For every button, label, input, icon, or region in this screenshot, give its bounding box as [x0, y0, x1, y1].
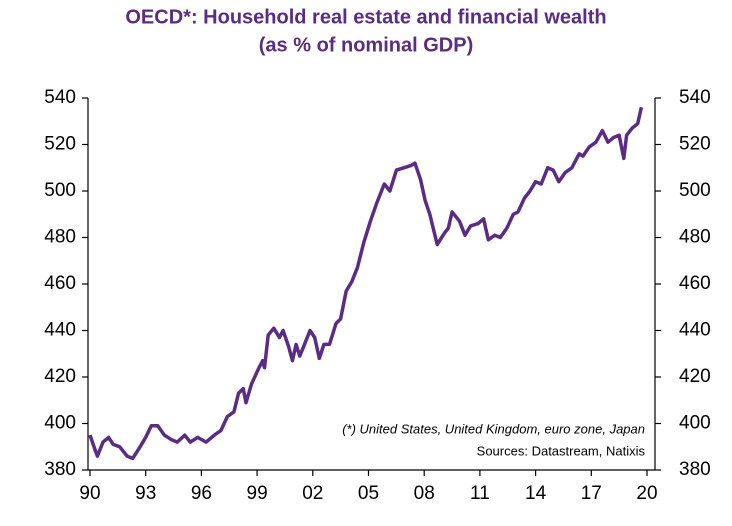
y-tick-label: 380 [44, 459, 76, 480]
y-tick-label: 400 [44, 413, 76, 434]
data-line [88, 106, 644, 461]
x-tick-label: 90 [79, 483, 100, 504]
y-tick-label: 500 [44, 180, 76, 201]
x-tick-label: 17 [581, 483, 602, 504]
y2-tick-label: 400 [679, 413, 711, 434]
x-tick-label: 02 [302, 483, 323, 504]
y2-tick-label: 440 [679, 320, 711, 341]
y2-tick-label: 420 [679, 366, 711, 387]
x-tick-label: 05 [358, 483, 379, 504]
x-tick-label: 93 [135, 483, 156, 504]
y-tick-label: 540 [44, 87, 76, 108]
x-tick-label: 11 [470, 483, 490, 504]
x-tick-label: 08 [414, 483, 435, 504]
y2-tick-label: 380 [679, 459, 711, 480]
y-tick-label: 520 [44, 134, 76, 155]
y2-tick-label: 500 [679, 180, 711, 201]
y2-tick-label: 480 [679, 227, 711, 248]
y2-tick-label: 540 [679, 87, 711, 108]
x-tick-label: 96 [191, 483, 212, 504]
y-tick-label: 460 [44, 273, 76, 294]
x-tick-label: 99 [247, 483, 268, 504]
chart-title: OECD*: Household real estate and financi… [125, 6, 606, 28]
y2-tick-label: 460 [679, 273, 711, 294]
source-note: Sources: Datastream, Natixis [477, 443, 646, 458]
y2-tick-label: 520 [679, 134, 711, 155]
y-tick-label: 480 [44, 227, 76, 248]
footnote: (*) United States, United Kingdom, euro … [342, 421, 645, 436]
y-tick-label: 420 [44, 366, 76, 387]
x-tick-label: 14 [525, 483, 547, 504]
chart-subtitle: (as % of nominal GDP) [259, 34, 473, 56]
x-tick-label: 20 [636, 483, 657, 504]
y-tick-label: 440 [44, 320, 76, 341]
